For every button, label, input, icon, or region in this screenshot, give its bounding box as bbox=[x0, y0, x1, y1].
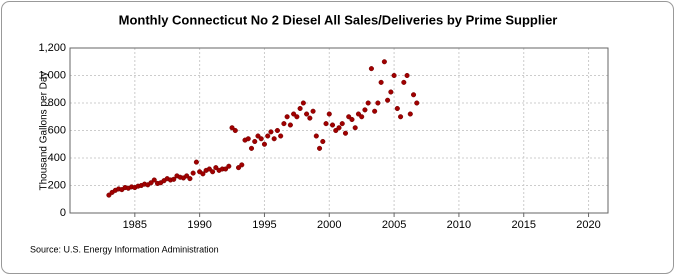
data-point bbox=[320, 138, 326, 145]
data-point bbox=[258, 136, 264, 142]
data-point bbox=[355, 111, 361, 117]
y-tick-label: 1,200 bbox=[38, 42, 66, 54]
chart-title: Monthly Connecticut No 2 Diesel All Sale… bbox=[119, 12, 558, 27]
data-point bbox=[106, 192, 112, 198]
data-point bbox=[317, 145, 323, 151]
data-point bbox=[235, 165, 242, 171]
data-point bbox=[148, 180, 154, 186]
data-point bbox=[294, 114, 300, 120]
data-point bbox=[326, 111, 332, 117]
data-point bbox=[284, 114, 290, 120]
data-point bbox=[278, 133, 284, 139]
data-point bbox=[378, 79, 384, 85]
data-point bbox=[265, 133, 271, 139]
y-tick-label: 200 bbox=[48, 179, 66, 191]
chart-border bbox=[1, 1, 674, 274]
data-point bbox=[365, 100, 371, 106]
data-point bbox=[339, 121, 345, 127]
data-point bbox=[268, 129, 274, 135]
data-point bbox=[206, 166, 212, 172]
data-point bbox=[375, 100, 381, 106]
y-tick-label: 0 bbox=[60, 207, 66, 219]
data-point bbox=[239, 162, 245, 168]
data-point bbox=[213, 165, 219, 171]
y-tick-label: 800 bbox=[48, 97, 66, 109]
data-point bbox=[394, 105, 400, 112]
data-point bbox=[381, 59, 387, 65]
data-point bbox=[336, 125, 342, 131]
data-point bbox=[388, 89, 394, 95]
data-point bbox=[313, 133, 319, 139]
data-point bbox=[190, 170, 196, 176]
data-point bbox=[297, 105, 303, 112]
data-point bbox=[333, 127, 339, 134]
y-tick-label: 1,000 bbox=[38, 69, 66, 81]
data-point bbox=[193, 159, 199, 165]
source-note: Source: U.S. Energy Information Administ… bbox=[30, 244, 219, 254]
data-point bbox=[391, 72, 397, 79]
data-point bbox=[200, 171, 206, 177]
data-point bbox=[352, 125, 358, 131]
data-point bbox=[171, 176, 177, 182]
data-point bbox=[385, 97, 391, 103]
data-point bbox=[274, 127, 280, 134]
data-point bbox=[359, 114, 365, 120]
data-point bbox=[372, 108, 378, 114]
data-point bbox=[401, 79, 407, 85]
x-tick-label: 1985 bbox=[123, 219, 147, 231]
y-tick-label: 600 bbox=[48, 124, 66, 136]
data-point bbox=[368, 66, 374, 72]
data-point bbox=[300, 100, 306, 106]
data-point bbox=[255, 133, 261, 139]
data-point bbox=[223, 166, 229, 172]
data-point bbox=[404, 72, 410, 79]
data-point bbox=[210, 169, 216, 175]
data-point bbox=[323, 121, 329, 127]
x-tick-label: 2005 bbox=[382, 219, 406, 231]
y-axis-label: Thousand Gallons per Day bbox=[39, 72, 50, 191]
x-tick-label: 2010 bbox=[447, 219, 471, 231]
data-point bbox=[398, 114, 404, 120]
y-tick-label: 400 bbox=[48, 152, 66, 164]
data-point bbox=[307, 115, 313, 121]
data-point bbox=[287, 122, 293, 128]
data-point bbox=[281, 121, 287, 127]
data-point bbox=[187, 176, 193, 182]
data-point bbox=[252, 138, 258, 145]
x-tick-label: 2000 bbox=[317, 219, 341, 231]
data-point bbox=[245, 136, 251, 142]
data-point bbox=[362, 107, 368, 113]
data-point bbox=[342, 130, 349, 136]
data-point bbox=[329, 122, 336, 128]
data-point bbox=[414, 100, 420, 106]
data-point bbox=[410, 92, 417, 98]
x-tick-label: 2015 bbox=[511, 219, 535, 231]
data-point bbox=[349, 116, 355, 123]
x-tick-label: 1995 bbox=[252, 219, 276, 231]
x-tick-label: 1990 bbox=[187, 219, 211, 231]
data-point bbox=[304, 111, 310, 117]
data-point bbox=[229, 125, 235, 131]
data-point bbox=[184, 173, 190, 179]
data-point bbox=[261, 141, 268, 147]
data-point bbox=[232, 127, 238, 134]
plot-frame bbox=[69, 47, 609, 214]
data-point bbox=[291, 111, 297, 117]
data-point bbox=[226, 163, 232, 169]
data-point bbox=[310, 108, 316, 114]
data-point bbox=[407, 111, 413, 117]
data-point bbox=[248, 145, 255, 151]
data-point bbox=[151, 177, 157, 183]
data-point bbox=[346, 114, 352, 120]
x-tick-label: 2020 bbox=[576, 219, 600, 231]
data-point bbox=[271, 136, 277, 142]
